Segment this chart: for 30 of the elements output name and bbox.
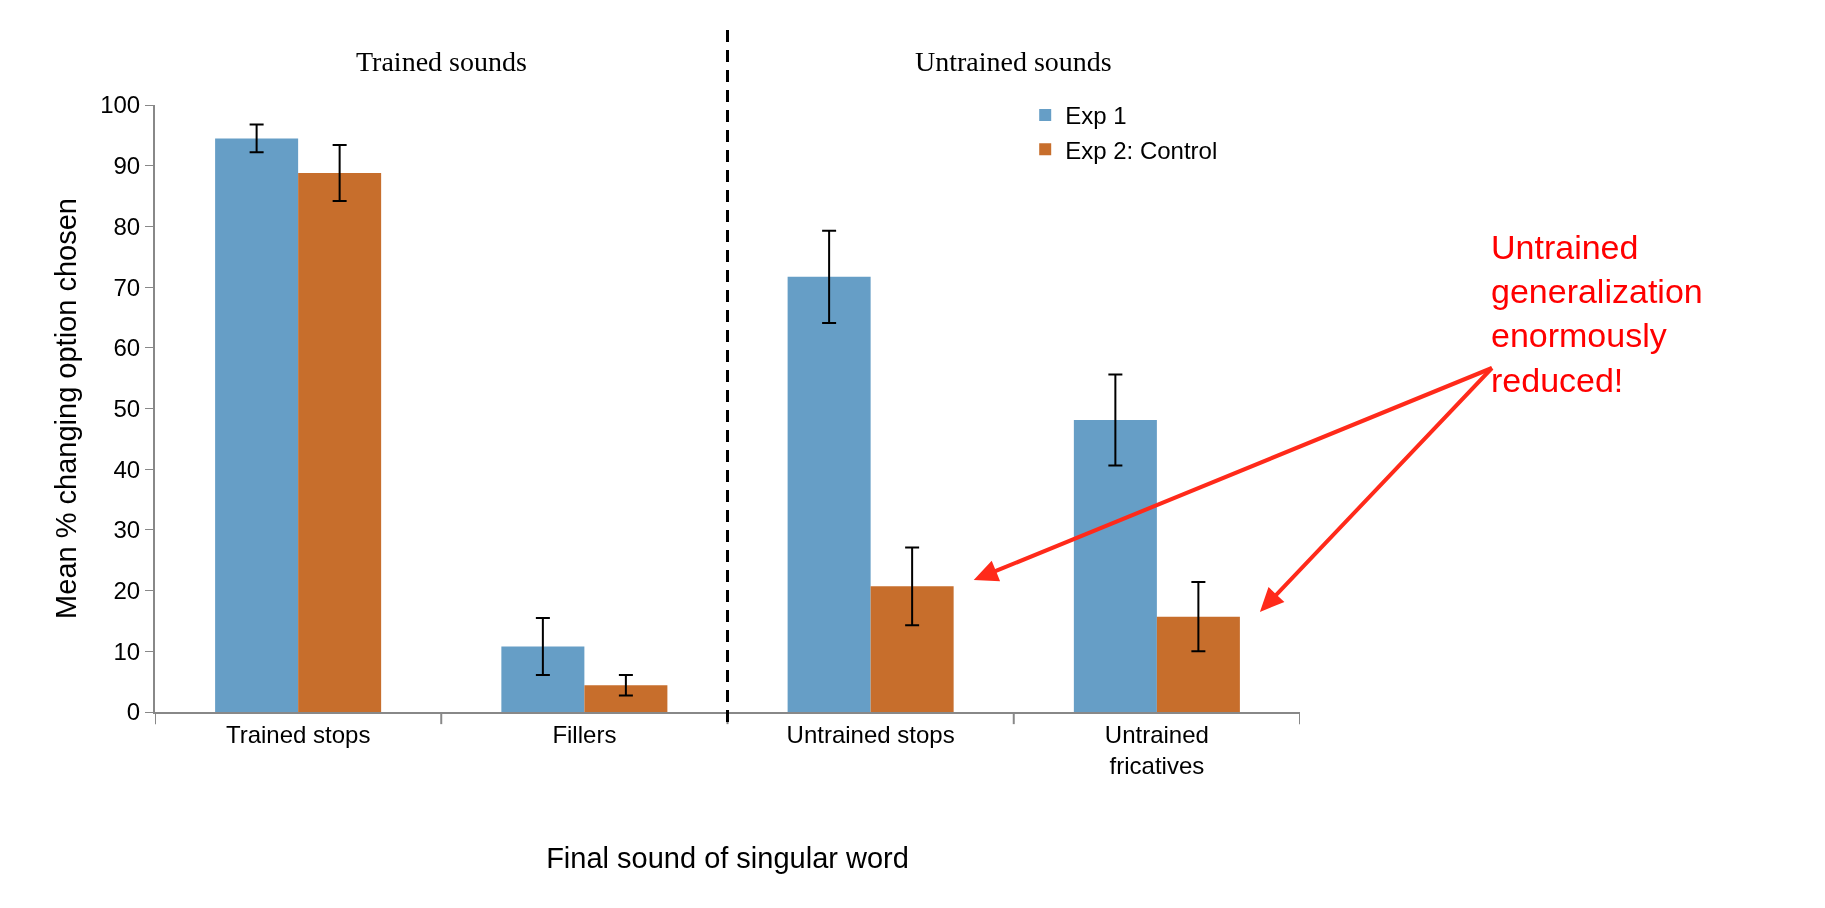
y-tick-label: 10 xyxy=(113,637,141,665)
legend-label: Exp 1 xyxy=(1065,102,1127,130)
y-axis-title: Mean % changing option chosen xyxy=(50,198,82,619)
bar xyxy=(787,276,871,712)
bar xyxy=(1156,616,1240,712)
y-tick-label: 30 xyxy=(113,516,141,544)
y-tick-label: 0 xyxy=(126,698,141,726)
bar xyxy=(1073,420,1157,712)
x-tick-label: Untrained fricatives xyxy=(1104,720,1209,779)
bar xyxy=(870,586,954,712)
y-tick-label: 90 xyxy=(113,152,141,180)
y-tick-label: 60 xyxy=(113,334,141,362)
x-tick-label: Untrained stops xyxy=(786,720,955,748)
bar xyxy=(298,172,382,712)
y-tick-label: 70 xyxy=(113,273,141,301)
bar xyxy=(584,685,668,712)
y-tick-label: 80 xyxy=(113,212,141,240)
y-tick-label: 100 xyxy=(100,91,141,119)
text: Untrained generalization enormously reduced! xyxy=(1491,228,1703,399)
x-axis-title: Final sound of singular word xyxy=(546,842,909,875)
bar xyxy=(501,646,585,712)
x-tick-label: Fillers xyxy=(552,720,617,748)
x-tick-label: Trained stops xyxy=(225,720,371,748)
legend-label: Exp 2: Control xyxy=(1065,136,1218,164)
y-tick-label: 40 xyxy=(113,455,141,483)
y-tick-label: 50 xyxy=(113,394,141,422)
bar xyxy=(215,138,299,712)
text: Trained sounds xyxy=(356,46,527,77)
text: Untrained sounds xyxy=(915,46,1112,77)
y-tick-label: 20 xyxy=(113,577,141,604)
